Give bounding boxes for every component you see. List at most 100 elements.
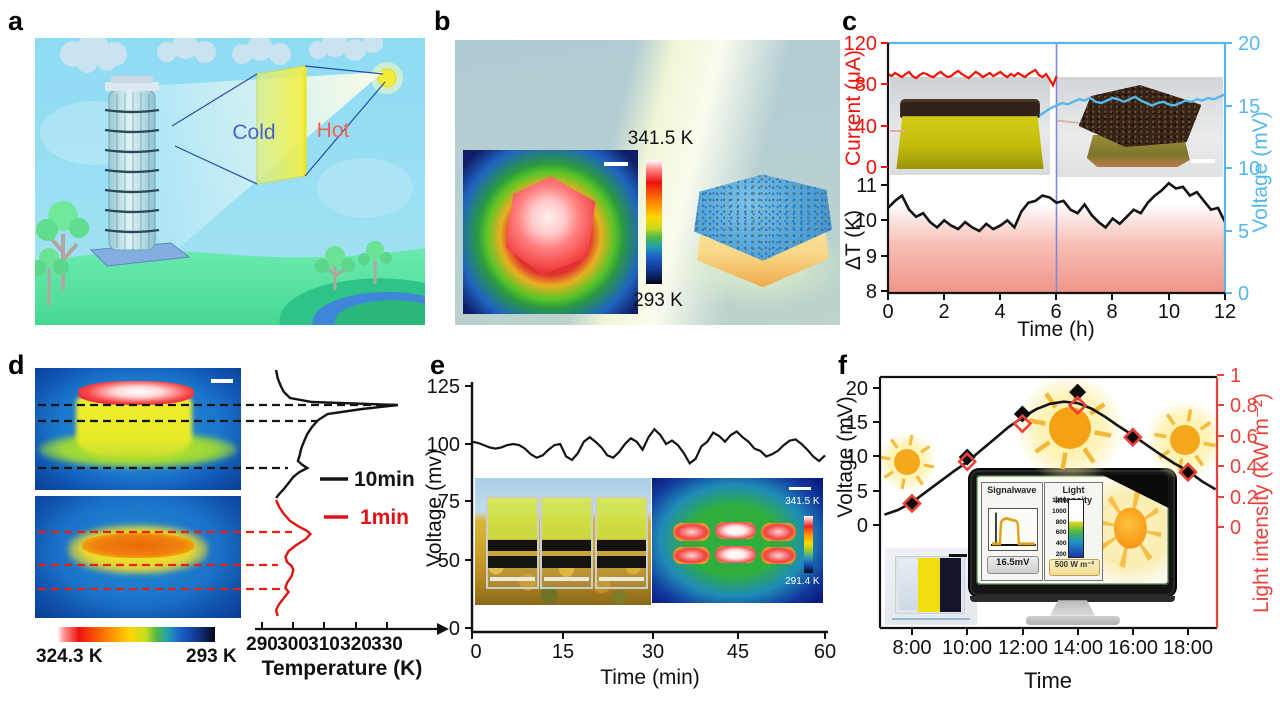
window-glass bbox=[542, 497, 592, 539]
sample-photo bbox=[885, 548, 977, 625]
voltage-reading: 16.5mV bbox=[986, 555, 1039, 575]
d-x-tick-labels: 290 300 310 320 330 bbox=[246, 634, 403, 655]
f-right-tick-labels: 1 0.8 0.6 0.4 0.2 0 bbox=[1230, 365, 1258, 539]
intensity-reading: 500 W m⁻² bbox=[1049, 559, 1100, 576]
projection-lines bbox=[171, 65, 386, 185]
thermal-image-hexagon bbox=[463, 150, 638, 314]
scale-bar bbox=[604, 162, 628, 166]
profile-10min-curve bbox=[274, 369, 399, 499]
e-x-ticks bbox=[471, 632, 826, 639]
c-voltage-ticks bbox=[1225, 42, 1232, 294]
window-sill bbox=[544, 576, 590, 582]
hot-bar bbox=[672, 546, 711, 565]
yellow-strip bbox=[917, 558, 941, 612]
signalwave-card: Signalwave 16.5mV bbox=[980, 481, 1043, 581]
svg-text:75: 75 bbox=[438, 491, 460, 513]
hot-bar bbox=[715, 545, 757, 563]
signalwave-chart bbox=[987, 507, 1038, 551]
c-current-axis-label: Current (μA) bbox=[842, 50, 865, 166]
c-voltage-tick-labels: 20 15 10 5 0 bbox=[1238, 33, 1260, 305]
f-y-axis-label: Voltage (mV) bbox=[834, 396, 857, 517]
signal-curve bbox=[990, 512, 1036, 546]
svg-text:10: 10 bbox=[855, 210, 877, 232]
svg-text:50: 50 bbox=[438, 550, 460, 572]
svg-text:0.8: 0.8 bbox=[1230, 395, 1258, 417]
svg-text:10: 10 bbox=[1238, 158, 1260, 180]
mini-colorbar bbox=[804, 515, 813, 573]
wire bbox=[890, 129, 906, 132]
hot-bar bbox=[672, 523, 711, 541]
svg-text:300: 300 bbox=[277, 634, 309, 655]
svg-text:8: 8 bbox=[866, 281, 877, 303]
window-panel bbox=[485, 495, 539, 589]
colorbar-max-label: 324.3 K bbox=[36, 646, 103, 667]
gel-body bbox=[896, 116, 1044, 170]
svg-text:310: 310 bbox=[308, 634, 340, 655]
svg-text:60: 60 bbox=[814, 641, 836, 663]
hot-bar bbox=[761, 546, 796, 565]
svg-text:0: 0 bbox=[882, 301, 893, 323]
svg-text:15: 15 bbox=[846, 412, 868, 434]
colorbar-max-label: 341.5 K bbox=[785, 495, 820, 507]
colorbar bbox=[646, 160, 662, 284]
f-y-tick-labels: 20 15 10 5 0 bbox=[846, 378, 868, 537]
colorbar-min-label: 291.4 K bbox=[785, 575, 820, 587]
panel-f-letter: f bbox=[838, 350, 847, 380]
monitor-screen: Signalwave 16.5mV Light intensity 1200 bbox=[976, 475, 1169, 586]
cb-tick: 200 bbox=[1055, 550, 1067, 558]
device-photo-hexagon bbox=[1057, 77, 1223, 177]
c-dt-ticks bbox=[881, 184, 888, 292]
panel-a-scene: Cold Hot bbox=[35, 38, 425, 325]
svg-text:0: 0 bbox=[449, 618, 460, 640]
svg-text:5: 5 bbox=[857, 481, 868, 503]
d-axis-arrow bbox=[437, 623, 449, 635]
device-photo-side bbox=[890, 77, 1050, 175]
svg-text:8: 8 bbox=[1106, 301, 1117, 323]
absorber-layer bbox=[901, 102, 1039, 119]
sun-icon-medium bbox=[1145, 400, 1225, 480]
black-strip bbox=[940, 558, 962, 612]
f-x-axis-label: Time bbox=[1024, 668, 1072, 693]
window-sill bbox=[598, 576, 644, 582]
panel-a-letter: a bbox=[8, 6, 24, 36]
svg-text:10:00: 10:00 bbox=[942, 637, 992, 659]
svg-text:10: 10 bbox=[1158, 301, 1180, 323]
panel-d-letter: d bbox=[8, 350, 25, 380]
window-panel bbox=[540, 495, 594, 589]
svg-text:15: 15 bbox=[552, 641, 574, 663]
cb-tick: 400 bbox=[1055, 539, 1067, 547]
monitor-stand bbox=[1049, 600, 1096, 616]
svg-text:1: 1 bbox=[1230, 365, 1241, 387]
hot-bar bbox=[761, 523, 796, 541]
d-x-ticks bbox=[261, 622, 388, 629]
intensity-colorbar bbox=[1067, 499, 1084, 558]
colorbar-min-label: 293 K bbox=[633, 290, 683, 311]
sun-icon-large bbox=[1015, 373, 1125, 483]
hexagonal-sample-render bbox=[688, 172, 838, 292]
svg-text:0.4: 0.4 bbox=[1230, 456, 1258, 478]
cb-tick: 1000 bbox=[1052, 507, 1067, 515]
cold-label: Cold bbox=[232, 121, 275, 144]
svg-text:10: 10 bbox=[846, 446, 868, 468]
light-beam bbox=[111, 72, 383, 260]
svg-text:80: 80 bbox=[855, 74, 877, 96]
svg-text:15: 15 bbox=[1238, 96, 1260, 118]
clouds bbox=[60, 38, 383, 73]
absorber-strip bbox=[487, 539, 537, 552]
sun-icon bbox=[1114, 508, 1147, 549]
f-right-ticks bbox=[1217, 374, 1224, 528]
monitor: Signalwave 16.5mV Light intensity 1200 bbox=[970, 470, 1175, 625]
colorbar-max-label: 341.5 K bbox=[627, 128, 694, 149]
svg-text:2: 2 bbox=[938, 301, 949, 323]
svg-text:0: 0 bbox=[470, 641, 481, 663]
window-glass bbox=[596, 497, 646, 539]
c-x-axis-label: Time (h) bbox=[1017, 318, 1094, 341]
window-panel bbox=[594, 495, 648, 589]
monitor-bezel: Signalwave 16.5mV Light intensity 1200 bbox=[970, 470, 1175, 596]
monitor-base bbox=[1025, 615, 1120, 625]
f-y-ticks bbox=[873, 387, 880, 526]
delta-t-curve bbox=[887, 181, 1227, 233]
svg-text:6: 6 bbox=[1050, 301, 1061, 323]
legend-1min-label: 1min bbox=[360, 506, 409, 529]
